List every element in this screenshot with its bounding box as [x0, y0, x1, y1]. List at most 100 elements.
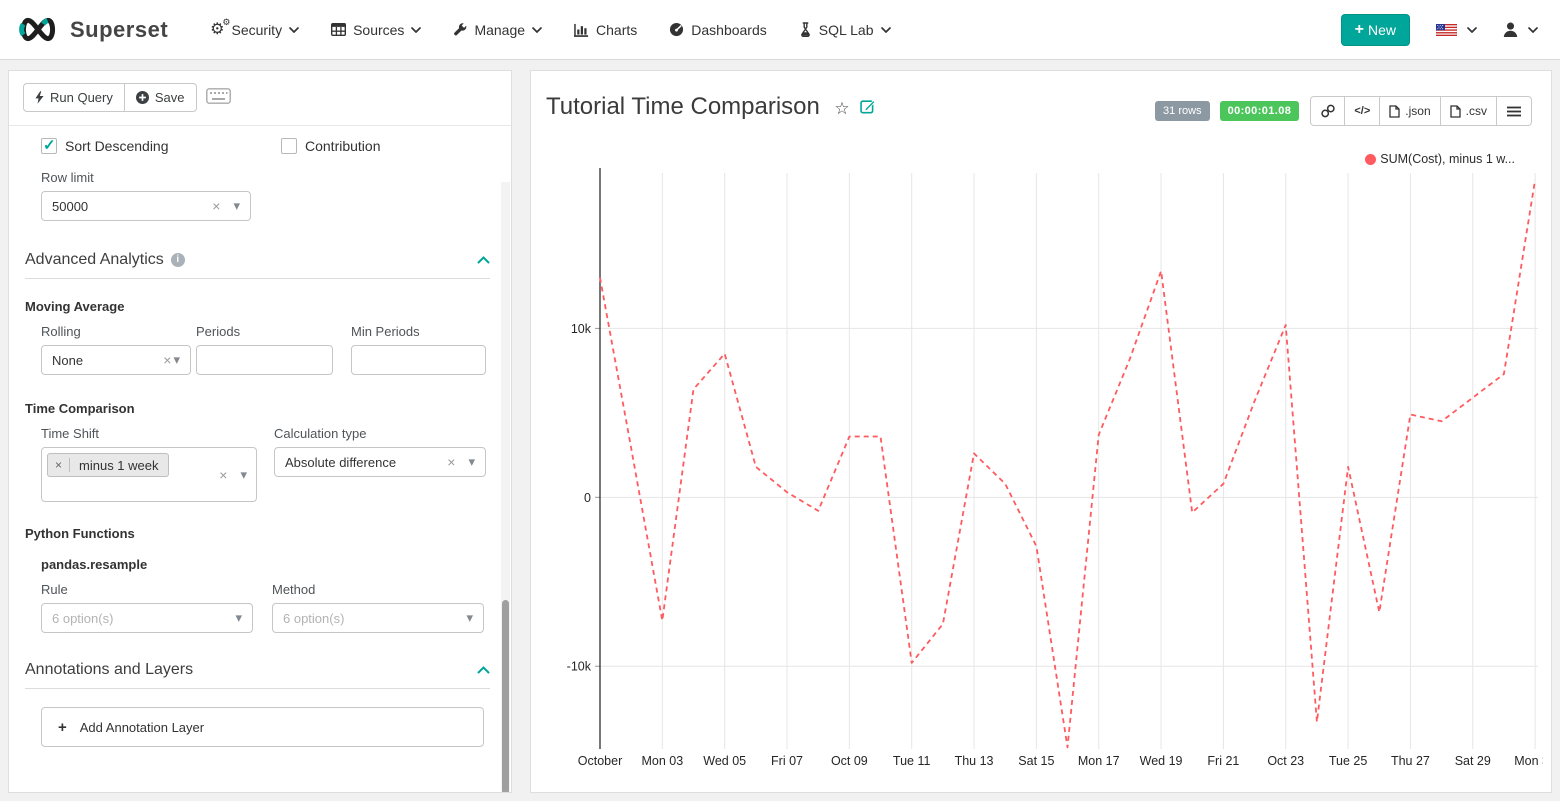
explore-control-panel: Run Query Save Sort Descending Contribut… [8, 70, 512, 793]
favorite-star-icon[interactable]: ☆ [834, 99, 850, 118]
caret-down-icon[interactable]: ▾ [233, 198, 240, 213]
caret-down-icon[interactable]: ▾ [468, 454, 475, 469]
remove-tag-icon[interactable]: × [48, 458, 71, 472]
svg-text:Fri 07: Fri 07 [771, 754, 803, 768]
bolt-icon [35, 91, 44, 104]
nav-sql-lab[interactable]: SQL Lab [783, 12, 907, 48]
add-annotation-layer-label: Add Annotation Layer [79, 719, 205, 735]
panel-scrollbar-thumb[interactable] [502, 600, 509, 792]
nav-charts[interactable]: Charts [558, 12, 653, 48]
navbar-right: + New [1340, 13, 1538, 46]
nav-security-label: Security [231, 21, 283, 38]
info-icon: i [170, 253, 185, 267]
query-toolbar: Run Query Save [9, 71, 511, 126]
time-comparison-title: Time Comparison [25, 401, 135, 416]
time-series-chart[interactable]: October Mon 03 Wed 05 Fri 07 Oct 09 Tue 11 Thu… [543, 141, 1543, 791]
contribution-checkbox[interactable]: Contribution [281, 138, 381, 154]
chevron-up-icon[interactable] [477, 256, 490, 264]
chevron-down-icon [880, 26, 891, 33]
file-icon [1450, 104, 1461, 118]
calculation-type-value: Absolute difference [285, 454, 397, 470]
min-periods-input[interactable] [351, 345, 486, 375]
svg-text:Thu 27: Thu 27 [1391, 754, 1430, 768]
chart-actions: 31 rows 00:00:01.08 </> [1155, 96, 1532, 126]
svg-text:Oct 09: Oct 09 [831, 754, 868, 768]
rolling-label: Rolling [41, 324, 81, 339]
clear-icon[interactable]: × [219, 466, 228, 483]
svg-text:Sat 15: Sat 15 [1018, 754, 1054, 768]
clear-icon[interactable]: × [212, 198, 221, 214]
superset-infinity-icon [19, 17, 56, 42]
nav-sources[interactable]: Sources [315, 12, 437, 48]
rows-badge: 31 rows [1155, 101, 1210, 121]
gauge-icon [670, 22, 684, 37]
svg-text:Fri 21: Fri 21 [1207, 754, 1239, 768]
time-comparison-row: Time Shift × minus 1 week × ▾ Calculatio… [41, 426, 490, 502]
annotations-title: Annotations and Layers [25, 661, 194, 678]
nav-dashboards[interactable]: Dashboards [653, 12, 783, 48]
clear-icon[interactable]: × [447, 454, 456, 470]
method-select[interactable]: 6 option(s) ▾ [272, 603, 484, 633]
add-annotation-layer-button[interactable]: + Add Annotation Layer [41, 707, 484, 747]
nav-manage-label: Manage [474, 21, 526, 38]
export-json-button[interactable]: .json [1380, 96, 1441, 126]
chart-panel: Tutorial Time Comparison ☆ 31 rows 00:00… [530, 70, 1552, 793]
export-csv-button[interactable]: .csv [1440, 96, 1497, 126]
controls-scroll-area[interactable]: Sort Descending Contribution Row limit 5… [9, 126, 511, 792]
row-limit-control: Row limit 50000 × ▾ [41, 170, 490, 221]
chevron-up-icon[interactable] [477, 666, 490, 674]
rolling-value: None [52, 352, 84, 368]
file-icon [1389, 104, 1400, 118]
share-link-button[interactable] [1310, 96, 1346, 126]
row-limit-label: Row limit [41, 170, 94, 185]
link-icon [1321, 104, 1335, 118]
time-shift-multiselect[interactable]: × minus 1 week × ▾ [41, 447, 257, 502]
caret-down-icon[interactable]: ▾ [173, 352, 180, 367]
checkbox-icon[interactable] [41, 136, 57, 154]
resample-row: Rule 6 option(s) ▾ Method 6 option(s) ▾ [41, 582, 490, 633]
sort-descending-checkbox[interactable]: Sort Descending [41, 136, 281, 154]
chart-menu-button[interactable] [1497, 96, 1532, 126]
svg-text:Thu 13: Thu 13 [955, 754, 994, 768]
rule-select[interactable]: 6 option(s) ▾ [41, 603, 253, 633]
chevron-down-icon [289, 26, 299, 33]
view-query-button[interactable]: </> [1345, 96, 1381, 126]
nav-menu: ⚙ ⚙ Security Sources Manage [194, 12, 906, 48]
time-shift-tag: × minus 1 week [47, 453, 169, 477]
brand-name: Superset [70, 16, 169, 42]
save-button[interactable]: Save [124, 83, 197, 112]
keyboard-shortcuts-icon[interactable] [205, 88, 231, 104]
nav-security[interactable]: ⚙ ⚙ Security [194, 12, 315, 48]
nav-dashboards-label: Dashboards [691, 21, 767, 38]
panel-scrollbar-track[interactable] [501, 182, 510, 792]
calculation-type-select[interactable]: Absolute difference × ▾ [274, 447, 486, 477]
user-icon [1503, 22, 1518, 37]
sort-descending-label: Sort Descending [65, 138, 169, 154]
user-dropdown[interactable] [1503, 22, 1538, 37]
csv-label: .csv [1465, 104, 1487, 118]
checkbox-row: Sort Descending Contribution [41, 136, 490, 154]
caret-down-icon[interactable]: ▾ [235, 610, 242, 625]
caret-down-icon[interactable]: ▾ [240, 466, 247, 482]
rolling-select[interactable]: None × ▾ [41, 345, 191, 375]
chart-legend[interactable]: SUM(Cost), minus 1 w... [1365, 152, 1515, 166]
calculation-type-label: Calculation type [274, 426, 367, 441]
row-limit-select[interactable]: 50000 × ▾ [41, 191, 251, 221]
clear-icon[interactable]: × [163, 352, 172, 368]
run-query-button[interactable]: Run Query [23, 83, 125, 112]
python-functions-title: Python Functions [25, 526, 135, 541]
checkbox-icon[interactable] [281, 138, 297, 154]
caret-down-icon[interactable]: ▾ [466, 610, 473, 625]
nav-manage[interactable]: Manage [437, 12, 558, 48]
chart-title: Tutorial Time Comparison [546, 93, 820, 120]
chart-header: Tutorial Time Comparison ☆ 31 rows 00:00… [531, 71, 1551, 131]
advanced-analytics-header[interactable]: Advanced Analytics i [25, 251, 490, 279]
annotations-header[interactable]: Annotations and Layers [25, 661, 490, 689]
new-button[interactable]: + New [1340, 13, 1410, 46]
periods-input[interactable] [196, 345, 333, 375]
chevron-down-icon [1467, 26, 1477, 33]
language-dropdown[interactable] [1436, 23, 1477, 36]
nav-charts-label: Charts [596, 21, 638, 38]
superset-logo[interactable]: Superset [16, 16, 168, 43]
edit-icon[interactable] [860, 98, 876, 114]
